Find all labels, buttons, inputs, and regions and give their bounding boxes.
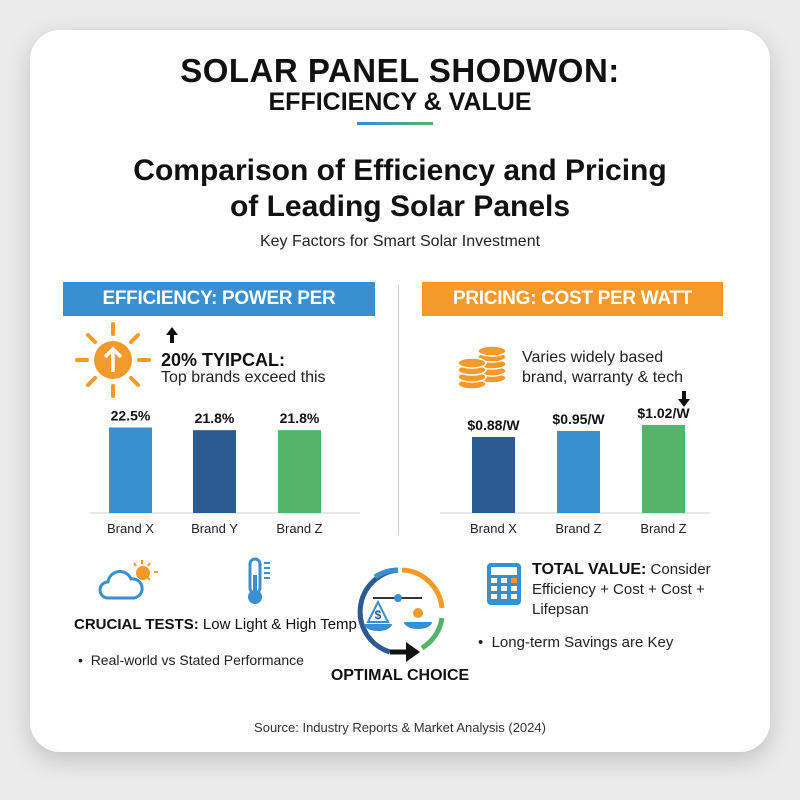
efficiency-note: Top brands exceed this xyxy=(161,369,326,386)
crucial-tests: CRUCIAL TESTS: Low Light & High Temp xyxy=(74,616,357,633)
total-value-line3: Lifepsan xyxy=(532,601,589,618)
category-label: Brand Z xyxy=(276,521,322,536)
bar-value-label: 21.8% xyxy=(280,410,320,426)
thermometer-icon xyxy=(248,557,270,604)
source-note: Source: Industry Reports & Market Analys… xyxy=(254,720,546,735)
calculator-icon xyxy=(487,563,521,605)
pricing-note-line2: brand, warranty & tech xyxy=(522,369,683,386)
bar xyxy=(278,430,321,513)
total-value-label: TOTAL VALUE: xyxy=(532,561,647,578)
down-arrow-icon xyxy=(678,391,690,407)
coins-icon xyxy=(457,346,507,390)
category-label: Brand X xyxy=(107,521,154,536)
bar-value-label: $1.02/W xyxy=(637,405,690,421)
category-label: Brand Z xyxy=(555,521,601,536)
tests-bullet-text: Real-world vs Stated Performance xyxy=(90,652,304,668)
pricing-banner: PRICING: COST PER WATT xyxy=(422,282,723,316)
bar-value-label: $0.95/W xyxy=(552,411,605,427)
title: SOLAR PANEL SHODWON: xyxy=(180,52,620,89)
efficiency-note-title: 20% TYIPCAL: xyxy=(161,350,286,370)
sun-up-arrow-icon xyxy=(75,322,151,398)
cloud-sun-icon xyxy=(98,560,158,600)
title-underline xyxy=(357,122,433,125)
value-bullet-text: Long-term Savings are Key xyxy=(491,634,674,651)
subtitle: Key Factors for Smart Solar Investment xyxy=(259,233,541,250)
heading: Comparison of Efficiency and Pricing of L… xyxy=(0,153,800,225)
bar xyxy=(193,430,236,513)
divider xyxy=(398,285,399,535)
optimal-choice-cycle-icon: $ xyxy=(357,567,445,662)
bar xyxy=(109,427,152,513)
optimal-choice-label: OPTIMAL CHOICE xyxy=(330,667,470,684)
pricing-note-line1: Varies widely based xyxy=(522,349,664,366)
value-bullet: • Long-term Savings are Key xyxy=(478,634,674,651)
crucial-tests-label: CRUCIAL TESTS: xyxy=(74,616,199,633)
bar xyxy=(557,430,600,513)
bar-value-label: 22.5% xyxy=(111,408,151,424)
category-label: Brand Z xyxy=(640,521,686,536)
category-label: Brand Y xyxy=(191,521,238,536)
heading-line1: Comparison of Efficiency and Pricing xyxy=(133,154,667,187)
bar xyxy=(642,424,685,513)
title-line2: EFFICIENCY & VALUE xyxy=(268,88,532,116)
up-arrow-icon xyxy=(166,327,178,343)
pricing-note: Varies widely based brand, warranty & tec… xyxy=(522,348,683,388)
efficiency-banner: EFFICIENCY: POWER PER SQUARE MËTER xyxy=(63,282,375,343)
category-label: Brand X xyxy=(470,521,517,536)
crucial-tests-text: Low Light & High Temp xyxy=(198,616,357,633)
bar xyxy=(472,437,515,513)
efficiency-chart: 22.5% Brand X 21.8% Brand Y 21.8% Brand Z xyxy=(90,408,360,536)
svg-text:$: $ xyxy=(375,608,382,622)
infographic-card xyxy=(30,30,770,752)
bar-value-label: 21.8% xyxy=(195,410,235,426)
tests-bullet: • Real-world vs Stated Performance xyxy=(78,652,304,668)
bar-value-label: $0.88/W xyxy=(467,417,520,433)
total-value: TOTAL VALUE: Consider Efficiency + Cost … xyxy=(532,560,711,620)
pricing-chart: $0.88/W Brand X $0.95/W Brand Z $1.02/W Brand… xyxy=(440,405,710,536)
total-value-line2: Efficiency + Cost + Cost + xyxy=(532,581,705,598)
heading-line2: of Leading Solar Panels xyxy=(229,190,571,223)
total-value-text: Consider xyxy=(646,561,711,578)
